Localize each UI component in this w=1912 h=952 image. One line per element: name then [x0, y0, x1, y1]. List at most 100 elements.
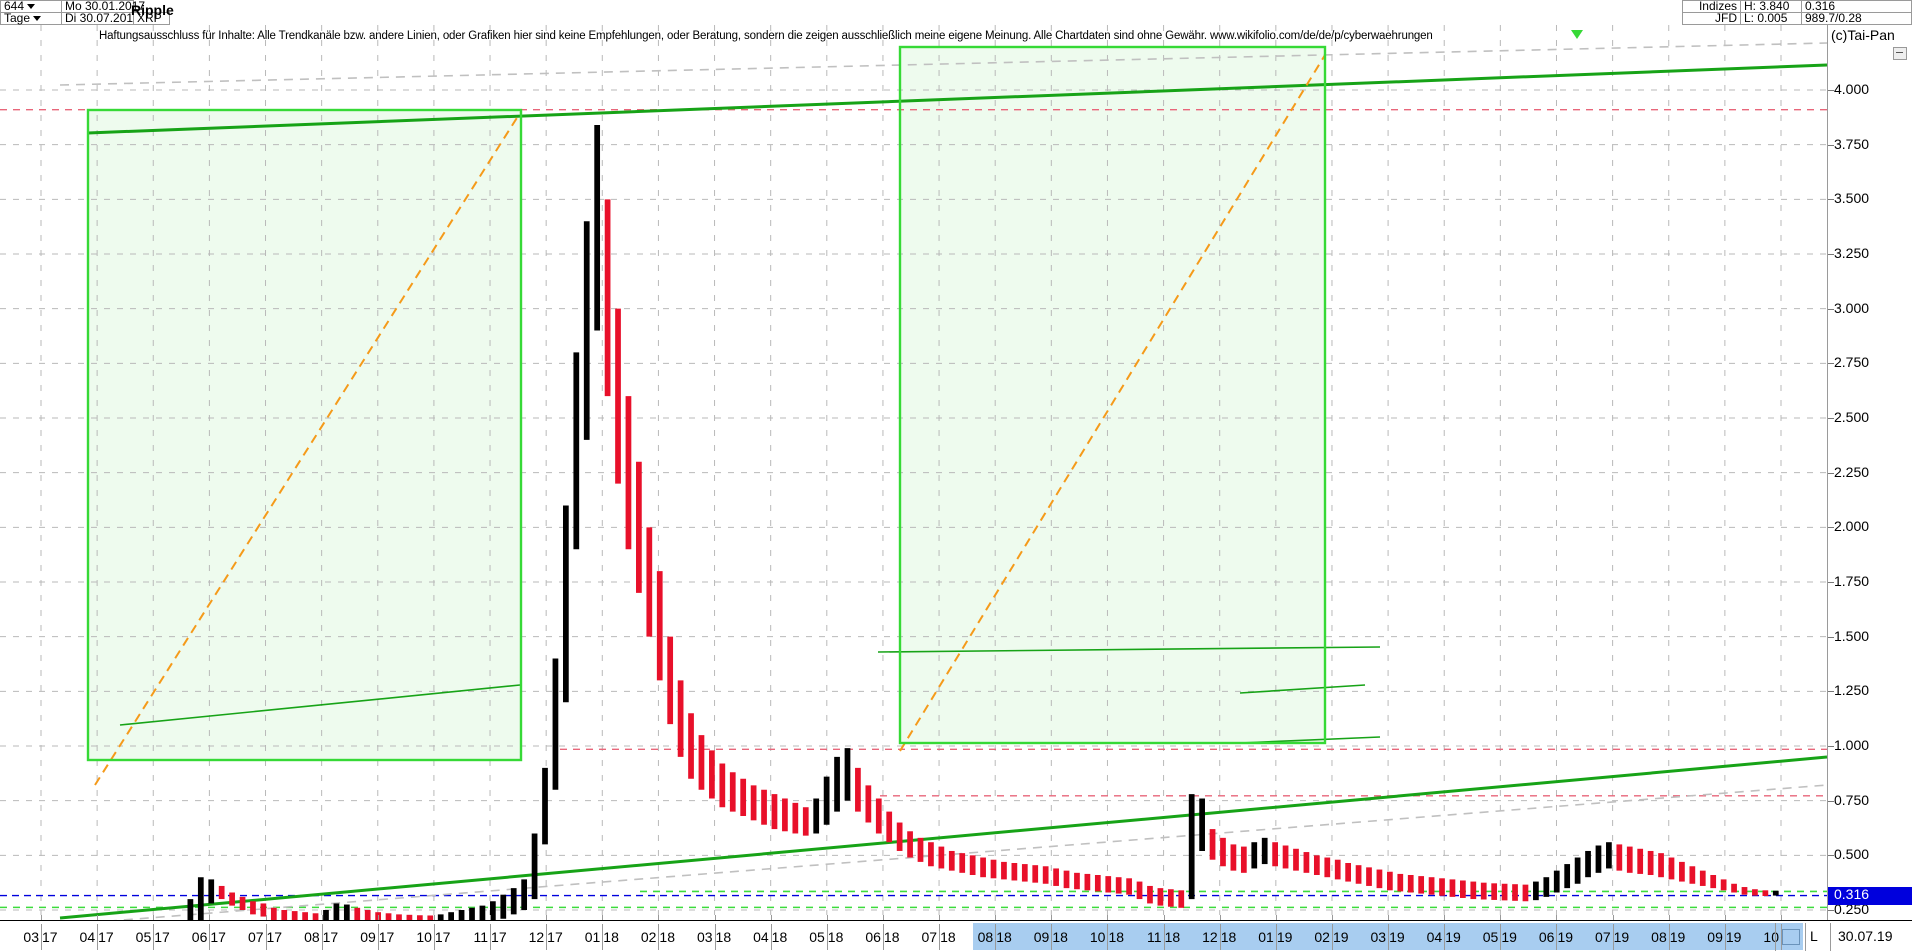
date-tick-month: 03 — [23, 929, 39, 945]
date-tick-separator — [1500, 924, 1502, 950]
date-tick-month: 02 — [1314, 929, 1330, 945]
date-tick-year: 17 — [434, 929, 451, 945]
date-tick-separator — [1388, 924, 1390, 950]
date-axis[interactable]: 03 17 04 17 05 17 06 17 07 17 08 17 09 17 10 17 11 17 12 17… — [0, 915, 1912, 952]
date-tick-mark — [658, 915, 660, 920]
date-tick-year: 18 — [940, 929, 956, 945]
date-tick-year: 18 — [771, 929, 788, 945]
date-tick-label: 05 18 — [805, 929, 843, 945]
date-range-highlight[interactable] — [973, 923, 1803, 950]
date-tick-separator — [1668, 924, 1670, 950]
date-tick-mark — [97, 915, 99, 920]
price-tick-label: 2.750 — [1834, 354, 1870, 371]
date-tick-year: 17 — [98, 929, 114, 945]
date-tick-label: 07 18 — [917, 929, 956, 945]
date-tick-year: 17 — [266, 929, 283, 945]
date-tick-separator — [377, 924, 379, 950]
date-tick-label: 10 17 — [412, 929, 451, 945]
date-tick-separator — [265, 924, 267, 950]
price-tick-label: 2.500 — [1834, 409, 1870, 425]
accumulation-box-1 — [86, 108, 523, 762]
date-tick-mark — [1051, 915, 1053, 920]
price-tick-mark — [1828, 691, 1834, 693]
price-tick-label: 3.000 — [1834, 299, 1870, 316]
quote-broker-cell: JFD — [1682, 12, 1741, 25]
date-tick-label: 04 18 — [749, 929, 788, 945]
date-tick-month: 06 — [1538, 929, 1555, 945]
date-tick-label: 02 18 — [636, 929, 675, 945]
date-tick-separator — [433, 924, 435, 950]
disclaimer-text: Haftungsausschluss für Inhalte: Alle Tre… — [99, 30, 1433, 42]
price-axis[interactable]: (c)Tai-Pan 4.000 3.750 3.500 3.250 3.000 2.75… — [1827, 25, 1912, 920]
date-tick-month: 09 — [360, 929, 376, 945]
date-tick-year: 19 — [1445, 929, 1461, 945]
date-tick-month: 08 — [304, 929, 320, 945]
marker-triangle-icon — [1571, 30, 1583, 39]
price-tick-label: 0.500 — [1834, 846, 1870, 863]
date-tick-label: 09 18 — [1029, 929, 1068, 945]
date-tick-separator — [546, 924, 548, 950]
price-chart-svg — [0, 25, 1827, 920]
date-tick-mark — [770, 915, 772, 920]
date-tick-year: 19 — [1389, 929, 1405, 945]
date-tick-year: 18 — [1220, 929, 1237, 945]
date-tick-separator — [490, 924, 492, 950]
date-tick-label: 03 17 — [19, 929, 57, 945]
date-tick-mark — [826, 915, 828, 920]
date-tick-separator — [321, 924, 323, 950]
price-tick-label: 3.750 — [1834, 135, 1870, 152]
date-tick-mark — [1444, 915, 1446, 920]
chevron-down-icon[interactable] — [27, 3, 36, 9]
date-tick-label: 12 18 — [1198, 929, 1237, 945]
date-tick-separator — [826, 924, 828, 950]
date-tick-separator — [882, 924, 884, 950]
date-tick-label: 04 17 — [75, 929, 114, 945]
date-tick-mark — [490, 915, 492, 920]
date-tick-month: 11 — [1147, 929, 1162, 945]
date-tick-label: 06 18 — [861, 929, 899, 945]
date-to-field[interactable]: Di 30.07.2019 — [61, 12, 140, 25]
price-tick-mark — [1828, 527, 1834, 529]
date-tick-month: 01 — [584, 929, 601, 945]
price-tick-mark — [1828, 199, 1834, 201]
date-tick-mark — [41, 915, 42, 920]
price-tick-mark — [1828, 418, 1834, 419]
symbol-label: XRP — [137, 11, 162, 25]
symbol-field[interactable]: XRP — [133, 12, 170, 25]
date-tick-label: 09 19 — [1703, 929, 1742, 945]
date-tick-month: 05 — [809, 929, 825, 945]
date-tick-mark — [1107, 915, 1109, 920]
date-tick-month: 10 — [416, 929, 432, 945]
date-tick-separator — [658, 924, 660, 950]
date-from-field[interactable]: Mo 30.01.2017 — [61, 0, 145, 13]
interval-selector[interactable]: Tage — [0, 12, 62, 25]
date-tick-year: 19 — [1725, 929, 1742, 945]
date-tick-label: 03 19 — [1366, 929, 1405, 945]
date-tick-month: 07 — [247, 929, 264, 945]
date-tick-mark — [265, 915, 267, 920]
date-tick-month: 01 — [1258, 929, 1274, 945]
price-tick-label: 4.000 — [1834, 81, 1870, 97]
chevron-down-icon[interactable] — [33, 15, 42, 21]
date-tick-label: 09 17 — [356, 929, 394, 945]
top-info-bar: 644 Mo 30.01.2017 Tage Di 30.07.2019 XRP… — [0, 0, 1912, 25]
price-tick-mark — [1828, 472, 1834, 474]
date-tick-mark — [209, 915, 211, 920]
inner-trendline-2017 — [119, 684, 521, 726]
chart-plot-area[interactable] — [0, 25, 1827, 920]
interval-label: Tage — [4, 11, 31, 25]
last-price-marker[interactable]: 0.316 — [1828, 886, 1912, 905]
date-tick-separator — [770, 924, 772, 950]
axis-collapse-button[interactable] — [1893, 47, 1907, 60]
page-title: Ripple — [131, 2, 174, 18]
date-tick-label: 11 18 — [1142, 929, 1180, 945]
rising-channel-lower — [59, 755, 1827, 920]
date-tick-mark — [1724, 915, 1726, 920]
date-tick-label: 10 18 — [1085, 929, 1124, 945]
channel-midline-upper — [59, 42, 1827, 86]
date-tick-label: 02 19 — [1310, 929, 1348, 945]
quote-volume-cell: 989.7/0.28 — [1801, 12, 1912, 25]
date-tick-month: 04 — [753, 929, 769, 945]
date-tick-label: 05 17 — [131, 929, 170, 945]
